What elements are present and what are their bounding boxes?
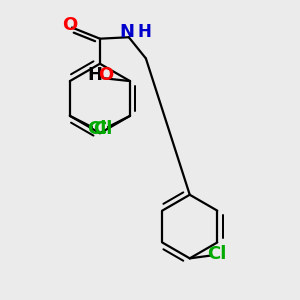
Text: Cl: Cl [93,120,112,138]
Text: Cl: Cl [207,245,227,263]
Text: N: N [120,23,135,41]
Text: Cl: Cl [88,120,107,138]
Text: O: O [98,66,113,84]
Text: H: H [137,23,151,41]
Text: O: O [62,16,77,34]
Text: H: H [87,66,102,84]
